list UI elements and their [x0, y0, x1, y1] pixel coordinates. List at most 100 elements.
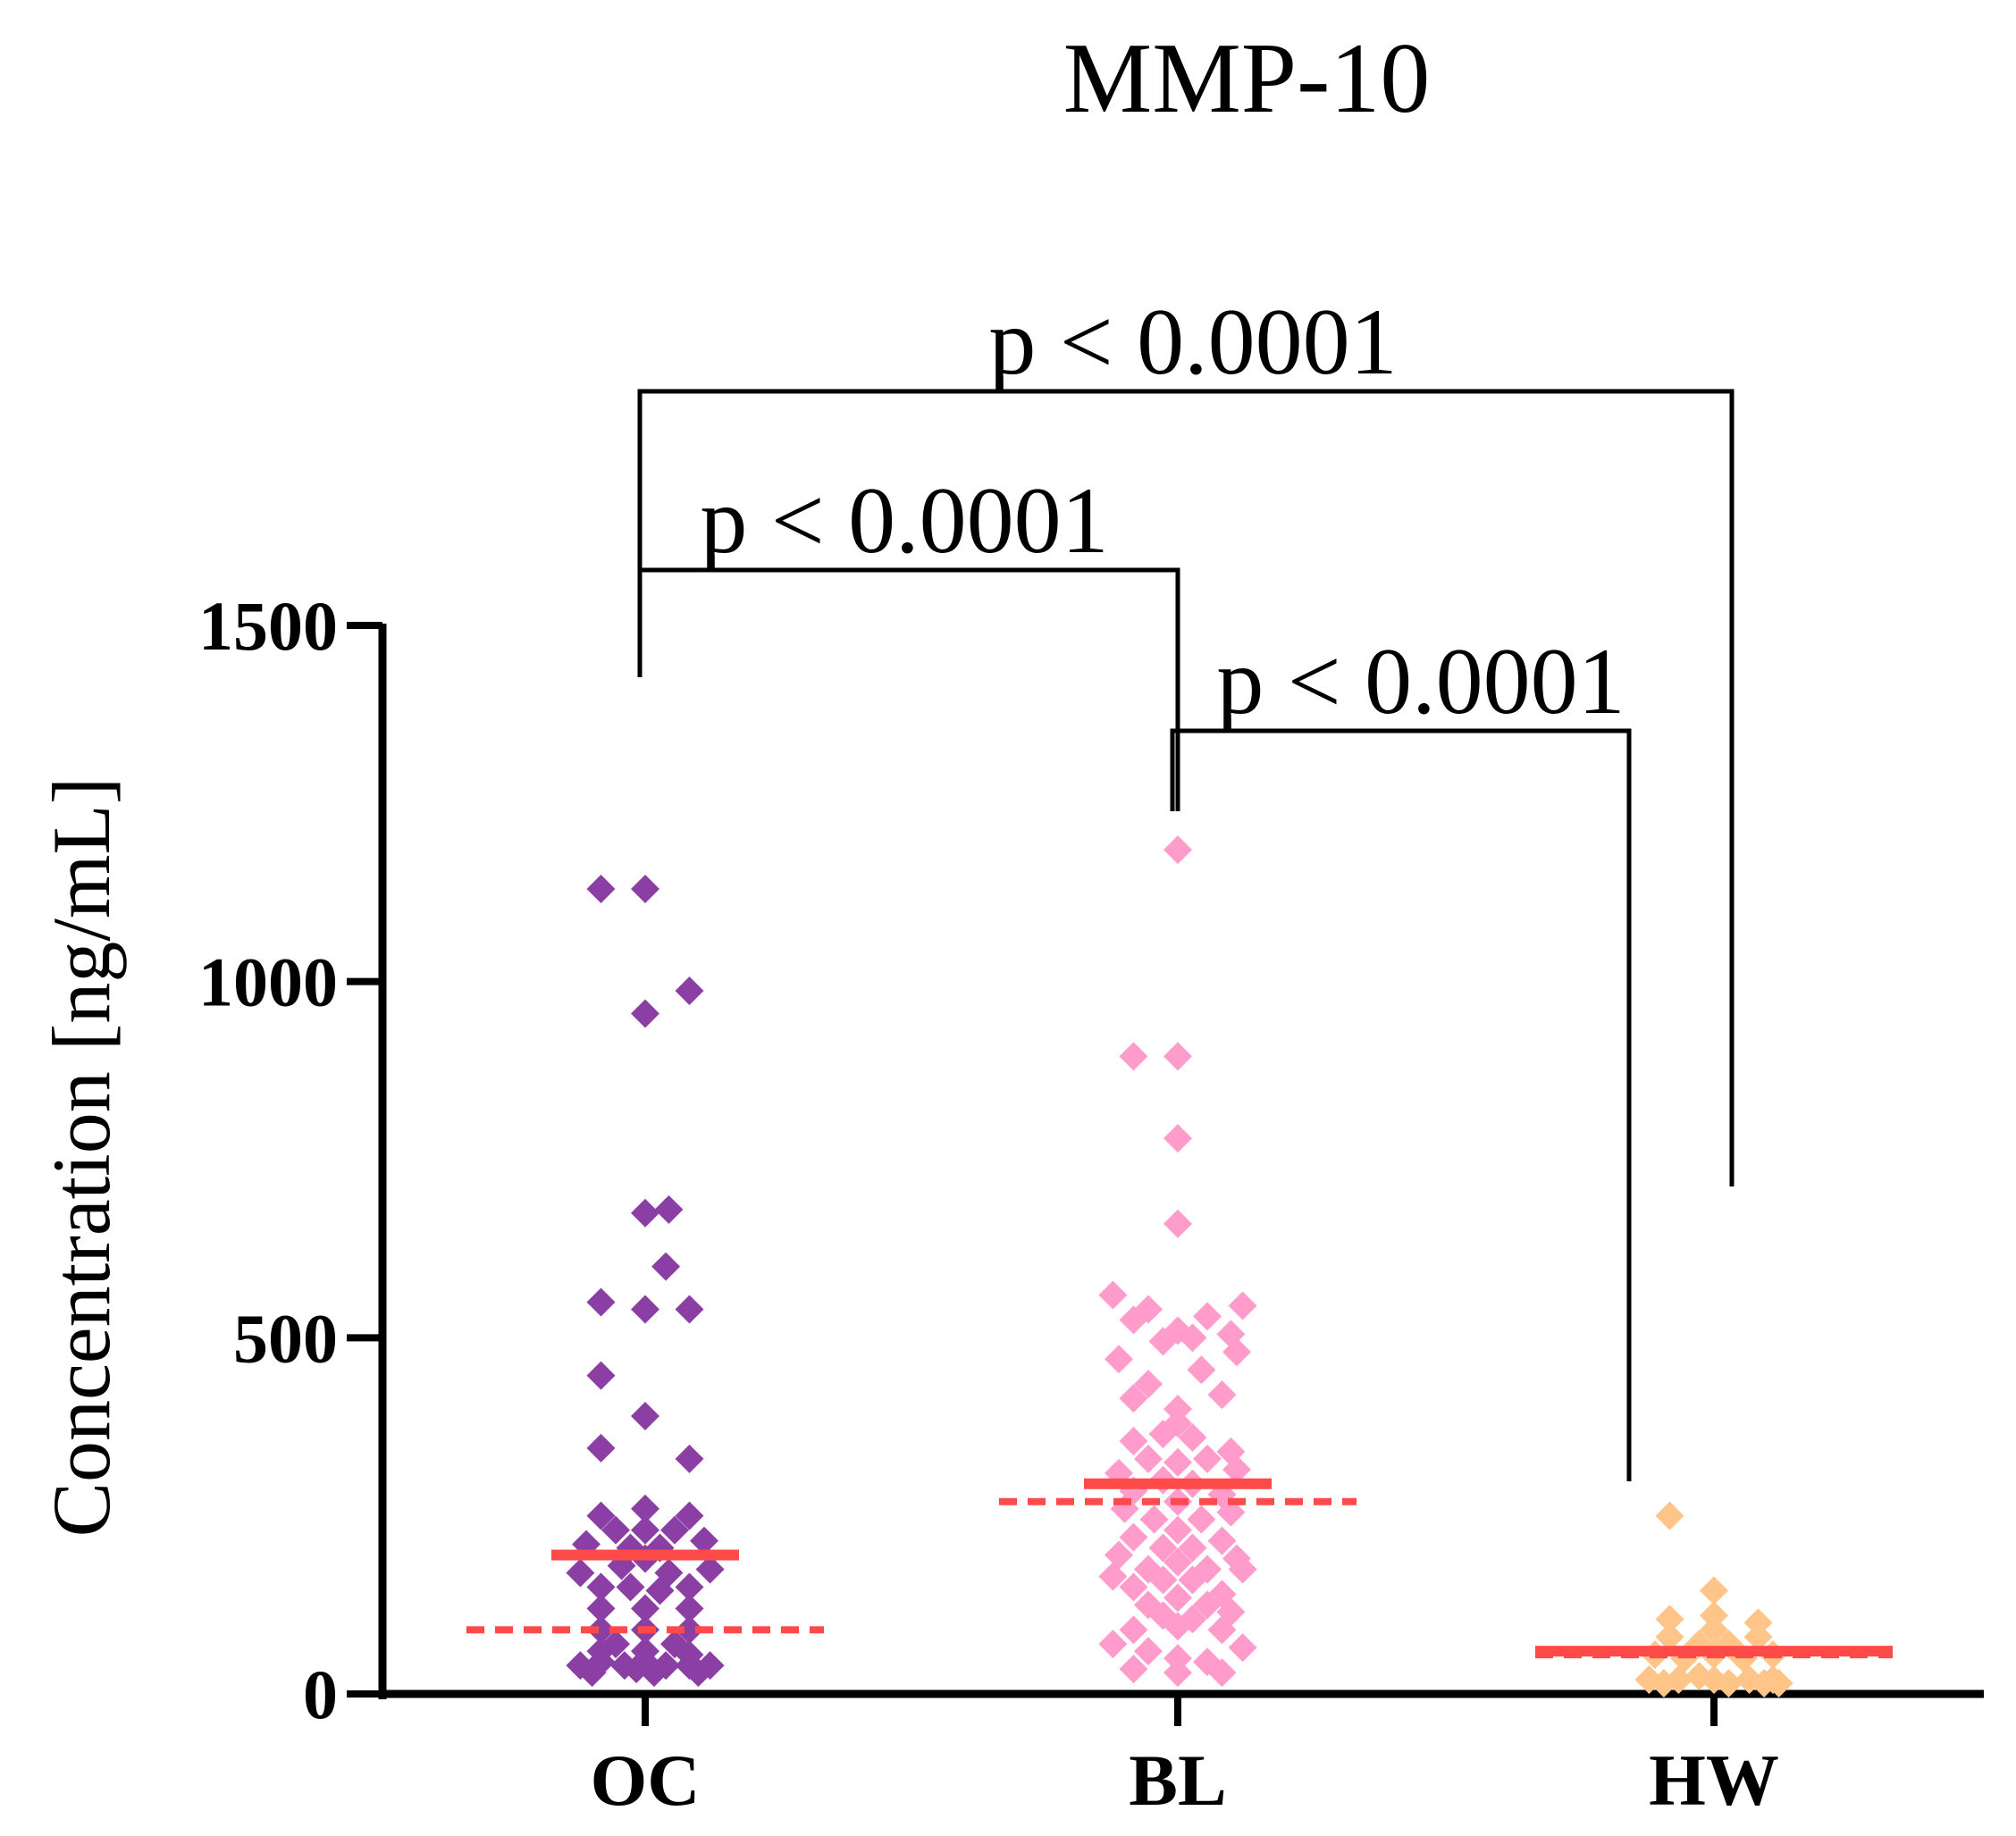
data-point [675, 1501, 704, 1530]
data-point [586, 1287, 616, 1317]
data-point [651, 1252, 681, 1281]
data-point [1098, 1630, 1128, 1659]
data-point [586, 1361, 616, 1390]
data-point [1119, 1042, 1148, 1071]
y-tick-label: 500 [233, 1299, 338, 1377]
x-tick-label: HW [1649, 1740, 1779, 1821]
data-point [601, 1515, 630, 1545]
series-bl [1098, 835, 1257, 1688]
data-point [1163, 1583, 1192, 1613]
data-point [684, 1658, 713, 1688]
data-point [1714, 1669, 1743, 1698]
data-point [1207, 1658, 1237, 1688]
significance-bracket-bl-hw: p < 0.0001 [1170, 629, 1632, 1481]
data-point [645, 1576, 675, 1605]
data-point [654, 1195, 684, 1224]
data-point [1649, 1669, 1678, 1698]
data-point [1228, 1633, 1257, 1663]
data-point [586, 1594, 616, 1623]
y-tick-label: 0 [303, 1656, 338, 1733]
bracket-line [1170, 728, 1632, 1481]
data-point [1163, 1547, 1192, 1577]
significance-bracket-oc-bl: p < 0.0001 [640, 468, 1180, 811]
data-point [1119, 1522, 1148, 1552]
data-point [586, 1433, 616, 1463]
bracket-line [640, 567, 1180, 811]
data-point [1163, 835, 1192, 865]
plot-area: 0 500 1000 1500 OC BL HW p < 0.0001 p < 0.0001 p … [198, 289, 1984, 1821]
data-point [616, 1572, 645, 1602]
data-point [1700, 1615, 1728, 1645]
data-point [1163, 1658, 1192, 1688]
data-point [1148, 1327, 1178, 1356]
x-tick-label: BL [1129, 1740, 1226, 1821]
data-point [1655, 1605, 1684, 1634]
data-point [566, 1558, 595, 1588]
series-oc [566, 875, 725, 1688]
data-point [1187, 1355, 1216, 1385]
data-point [631, 1198, 659, 1228]
data-point [1134, 1444, 1163, 1473]
data-point [631, 1494, 659, 1523]
data-point [631, 1402, 659, 1431]
data-point [639, 1658, 668, 1688]
data-point [586, 1501, 616, 1530]
data-point [1222, 1455, 1251, 1484]
data-point [1193, 1302, 1222, 1331]
data-point [675, 1444, 704, 1473]
data-point [631, 999, 659, 1028]
data-point [675, 1295, 704, 1324]
data-point [1187, 1505, 1216, 1534]
data-point [1119, 1572, 1148, 1602]
data-point [675, 977, 704, 1006]
data-point [1163, 1042, 1192, 1071]
data-point [1163, 1447, 1192, 1477]
data-point [631, 1295, 659, 1324]
data-point [1222, 1337, 1251, 1367]
data-point [1655, 1622, 1684, 1652]
data-point [1105, 1540, 1133, 1570]
data-point [1163, 1515, 1192, 1545]
data-point [1134, 1637, 1163, 1666]
data-point [631, 1515, 659, 1545]
data-point [1119, 1615, 1148, 1645]
data-point [1743, 1622, 1773, 1652]
data-point [1764, 1669, 1793, 1698]
data-point [1163, 1612, 1192, 1641]
series-hw [1634, 1501, 1793, 1698]
data-point [1178, 1323, 1207, 1353]
data-point [1148, 1533, 1178, 1563]
data-point [1098, 1280, 1128, 1310]
data-point [660, 1515, 689, 1545]
chart-title: MMP-10 [1063, 23, 1431, 134]
data-point [675, 1615, 704, 1645]
p-value-label: p < 0.0001 [700, 468, 1108, 573]
bracket-line [637, 389, 1735, 1186]
data-point [690, 1526, 718, 1555]
p-value-label: p < 0.0001 [1216, 629, 1625, 734]
data-point [1119, 1384, 1148, 1413]
data-point [1178, 1422, 1207, 1452]
data-point [631, 1594, 659, 1623]
data-point [1119, 1426, 1148, 1455]
data-point [586, 1572, 616, 1602]
data-point [1228, 1291, 1257, 1320]
data-point [1105, 1345, 1133, 1374]
data-point [1655, 1501, 1684, 1530]
data-point [675, 1594, 704, 1623]
data-point [586, 1615, 616, 1645]
data-point [1163, 1124, 1192, 1153]
data-point [1228, 1555, 1257, 1584]
data-point [1178, 1533, 1207, 1563]
data-point [1207, 1526, 1237, 1555]
y-tick-label: 1500 [198, 587, 338, 665]
data-point [695, 1555, 725, 1584]
data-point [1148, 1565, 1178, 1595]
x-tick-label: OC [591, 1740, 701, 1821]
data-point [1207, 1615, 1237, 1645]
p-value-label: p < 0.0001 [988, 289, 1397, 394]
data-point [675, 1572, 704, 1602]
data-point [1098, 1562, 1128, 1591]
data-point [1193, 1444, 1222, 1473]
data-point [1700, 1576, 1728, 1605]
